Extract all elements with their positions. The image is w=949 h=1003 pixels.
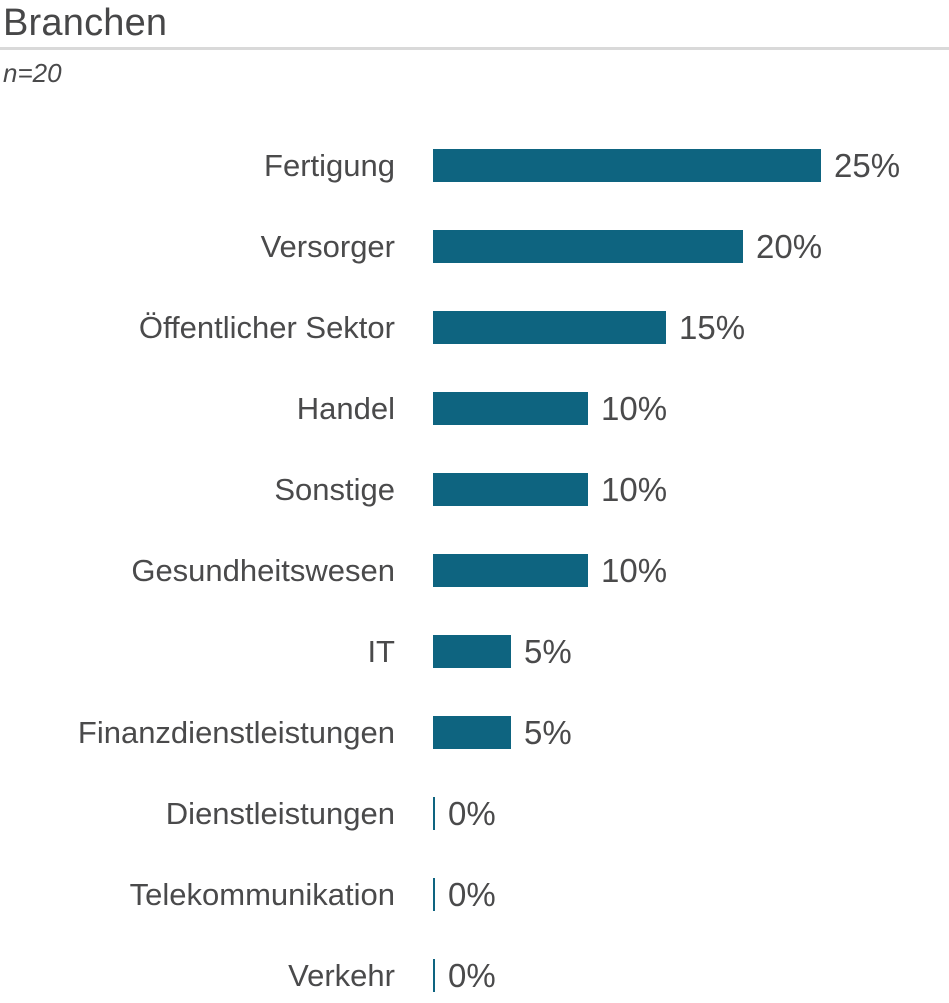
bar[interactable] xyxy=(433,554,588,587)
bar[interactable] xyxy=(433,149,821,182)
chart-row: Dienstleistungen 0% xyxy=(0,773,949,854)
category-label: Telekommunikation xyxy=(129,876,395,912)
category-label: Fertigung xyxy=(264,147,395,183)
bar-chart: Fertigung 25% Versorger 20% Öffentlicher Sek… xyxy=(0,87,949,1003)
bar-zero-tick[interactable] xyxy=(433,959,435,992)
bar[interactable] xyxy=(433,311,666,344)
category-label: Dienstleistungen xyxy=(165,795,395,831)
category-label: Verkehr xyxy=(288,957,395,993)
category-label: Finanzdienstleistungen xyxy=(77,714,395,750)
category-label: Gesundheitswesen xyxy=(131,552,395,588)
chart-row: Gesundheitswesen 10% xyxy=(0,530,949,611)
value-label: 25% xyxy=(834,146,901,184)
value-label: 5% xyxy=(524,713,572,751)
chart-row: Telekommunikation 0% xyxy=(0,854,949,935)
chart-row: Versorger 20% xyxy=(0,206,949,287)
value-label: 10% xyxy=(601,551,668,589)
chart-row: Handel 10% xyxy=(0,368,949,449)
chart-row: Verkehr 0% xyxy=(0,935,949,1003)
value-label: 20% xyxy=(756,227,823,265)
value-label: 10% xyxy=(601,389,668,427)
value-label: 5% xyxy=(524,632,572,670)
chart-row: Fertigung 25% xyxy=(0,125,949,206)
title-divider xyxy=(0,47,949,50)
bar[interactable] xyxy=(433,392,588,425)
bar[interactable] xyxy=(433,635,511,668)
bar-zero-tick[interactable] xyxy=(433,878,435,911)
value-label: 0% xyxy=(448,956,496,994)
category-label: Versorger xyxy=(260,228,395,264)
category-label: Öffentlicher Sektor xyxy=(138,309,395,345)
chart-row: Öffentlicher Sektor 15% xyxy=(0,287,949,368)
chart-title: Branchen xyxy=(3,2,168,44)
category-label: Handel xyxy=(296,390,395,426)
category-label: Sonstige xyxy=(274,471,395,507)
category-label: IT xyxy=(367,633,395,669)
bar[interactable] xyxy=(433,716,511,749)
sample-size-note: n=20 xyxy=(3,58,62,88)
value-label: 10% xyxy=(601,470,668,508)
value-label: 0% xyxy=(448,875,496,913)
bar-zero-tick[interactable] xyxy=(433,797,435,830)
bar[interactable] xyxy=(433,230,743,263)
chart-row: Finanzdienstleistungen 5% xyxy=(0,692,949,773)
value-label: 0% xyxy=(448,794,496,832)
bar[interactable] xyxy=(433,473,588,506)
value-label: 15% xyxy=(679,308,746,346)
chart-row: Sonstige 10% xyxy=(0,449,949,530)
chart-row: IT 5% xyxy=(0,611,949,692)
